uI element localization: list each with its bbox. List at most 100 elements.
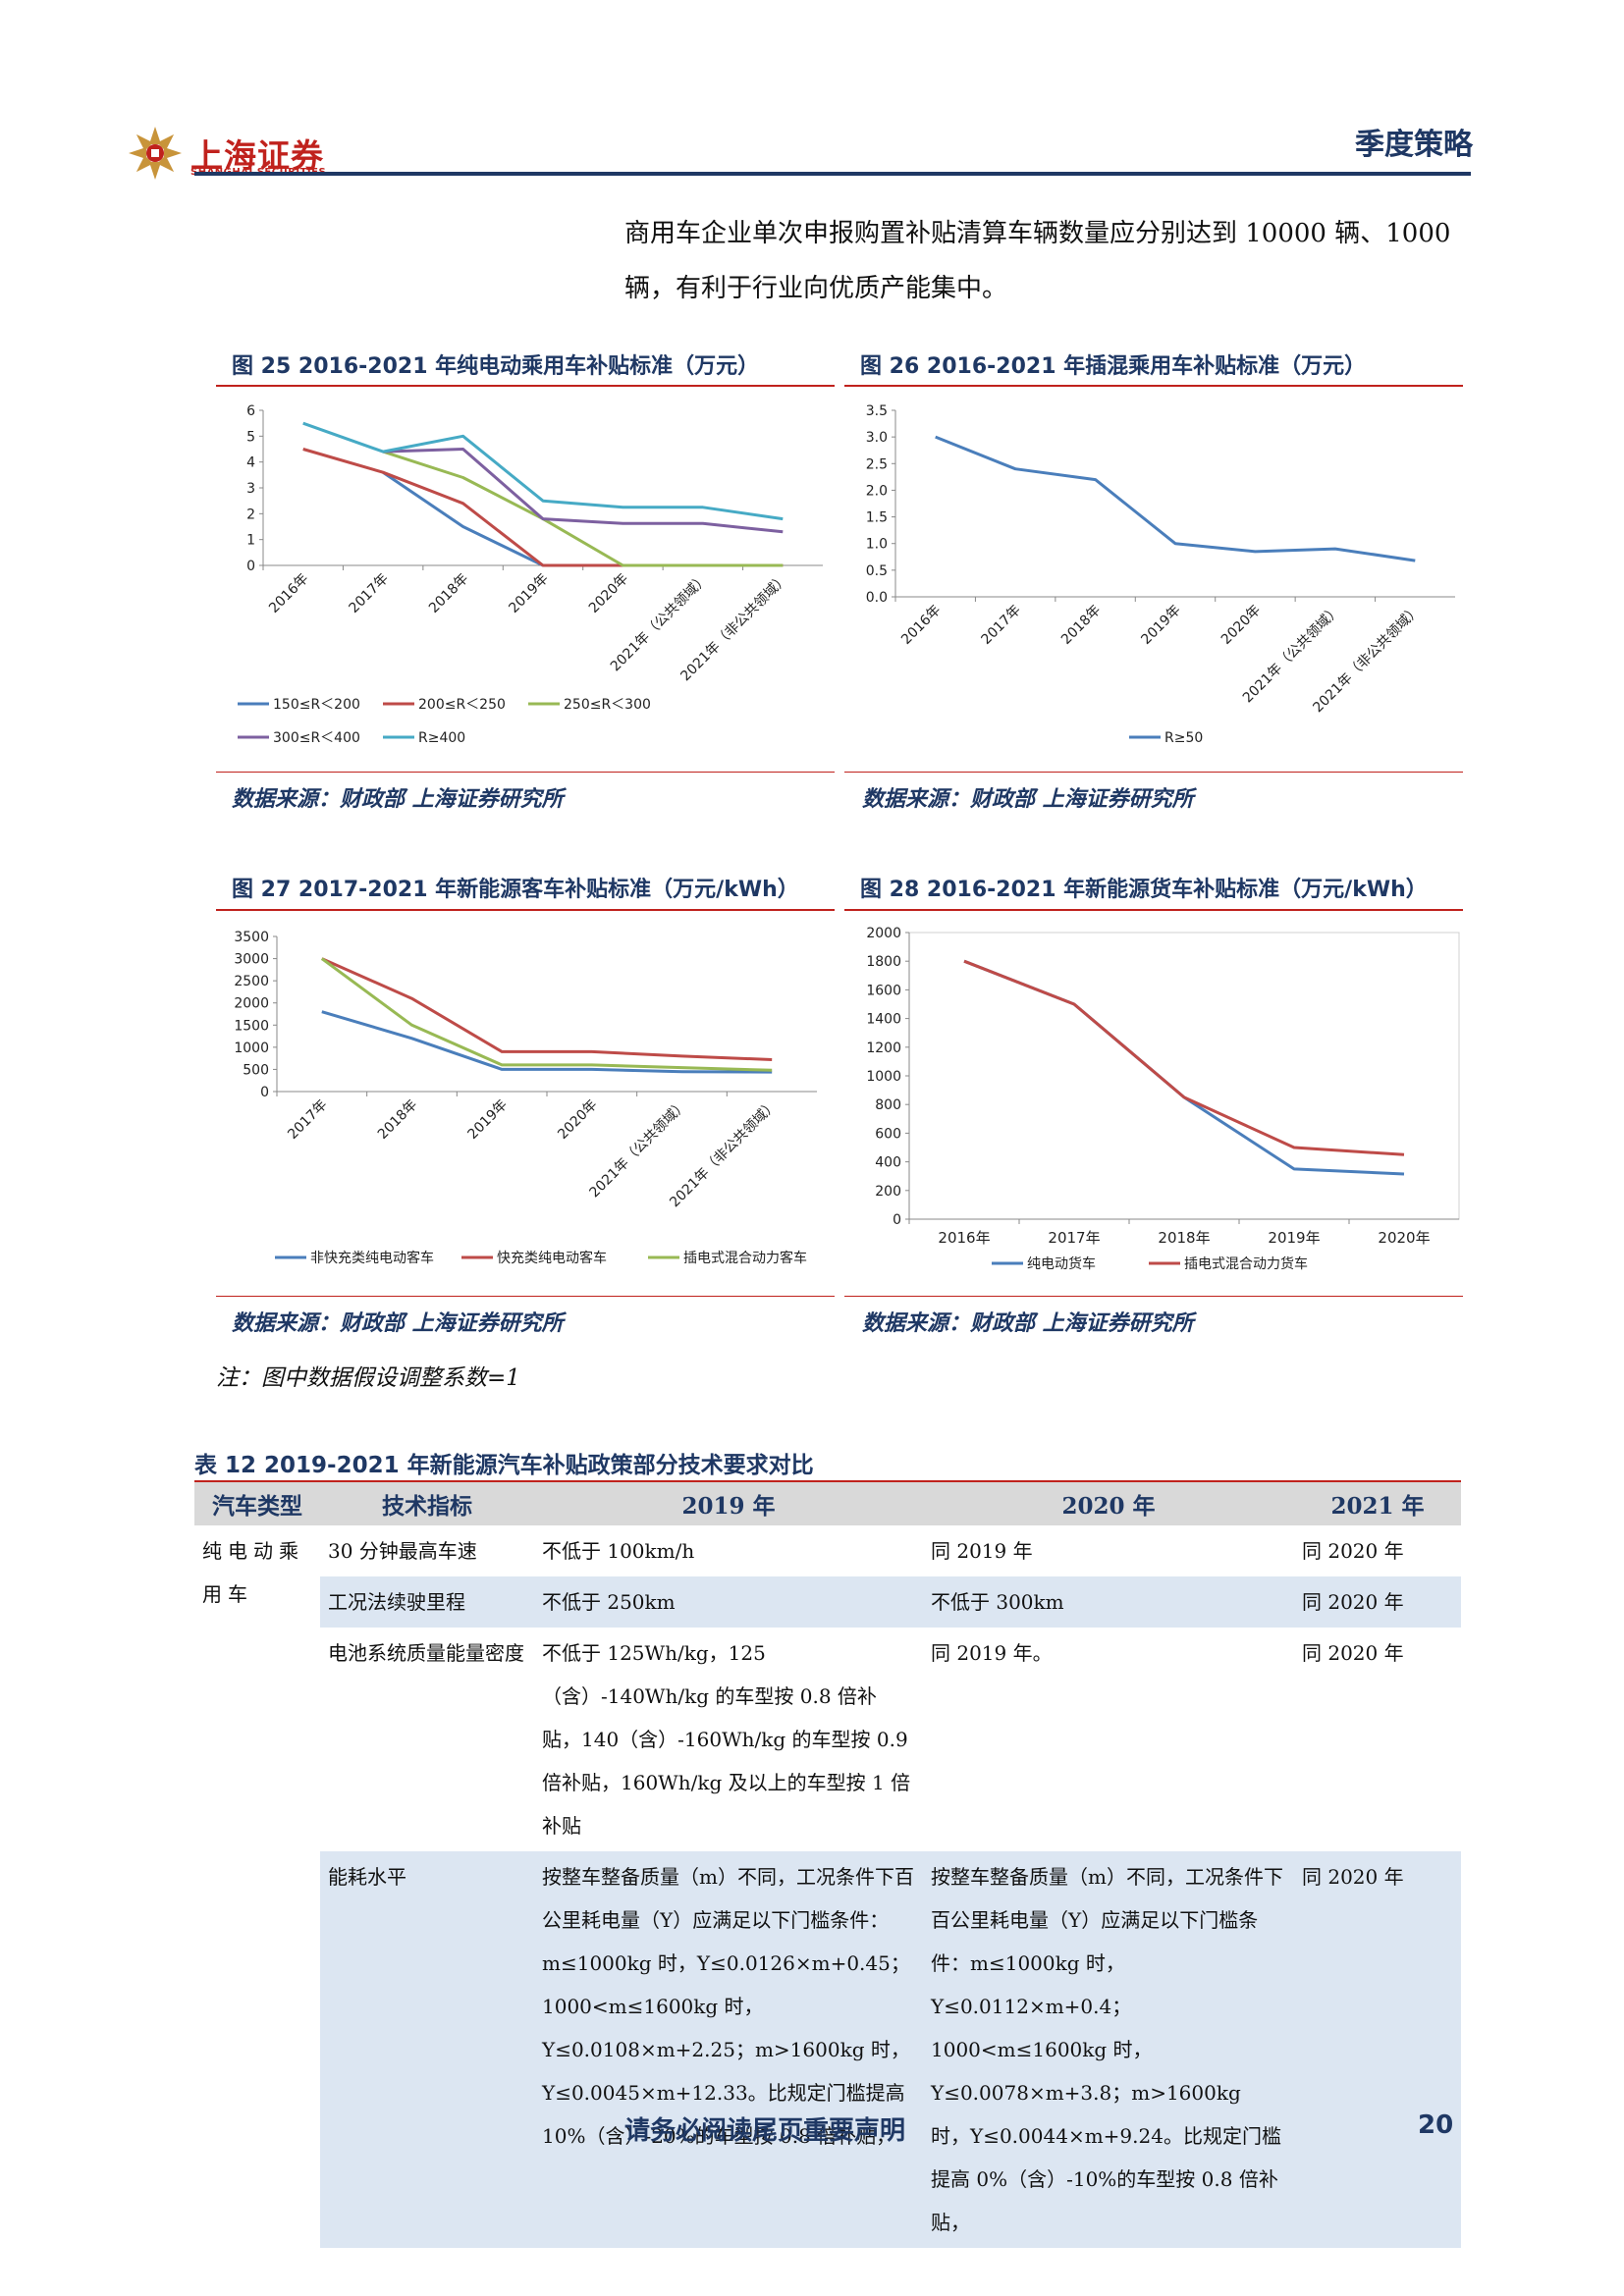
y-tick-label: 1600 [866, 983, 901, 998]
table-header: 2021 年 [1294, 1480, 1461, 1525]
header-rule [194, 172, 1471, 176]
figure-26-bottom-rule [844, 772, 1463, 773]
figure-28-top-rule [844, 909, 1463, 911]
series-line [382, 450, 784, 567]
y-tick-label: 3.5 [866, 403, 888, 419]
series-line [321, 1010, 773, 1074]
figure-27-title: 图 27 2017-2021 年新能源客车补贴标准（万元/kWh） [232, 878, 799, 902]
y-tick-label: 1400 [866, 1012, 901, 1028]
table-header: 2020 年 [923, 1480, 1294, 1525]
x-tick-label: 2017年 [285, 1097, 330, 1143]
figure-25-source: 数据来源：财政部 上海证券研究所 [232, 786, 564, 812]
y-tick-label: 2.0 [866, 483, 888, 499]
table-cell: 同 2020 年 [1294, 1851, 1461, 2248]
x-tick-label: 2018年 [1058, 603, 1104, 648]
y-tick-label: 3.0 [866, 430, 888, 446]
table-cell: 电池系统质量能量密度 [328, 1641, 524, 1665]
y-tick-label: 1500 [234, 1018, 269, 1034]
footer-notice: 请务必阅读尾页重要声明 [624, 2116, 906, 2146]
y-tick-label: 1000 [866, 1069, 901, 1085]
y-tick-label: 4 [246, 455, 255, 471]
table-cell: 同 2020 年 [1302, 1539, 1404, 1563]
x-tick-label: 2019年 [1138, 603, 1183, 648]
vehicle-type-cell: 纯电动乘用车 [202, 1539, 304, 1606]
table-cell: 不低于 300km [923, 1576, 1294, 1628]
figure-28-bottom-rule [844, 1296, 1463, 1297]
table-row: 纯电动乘用车 30 分钟最高车速 不低于 100km/h 同 2019 年 同 … [194, 1525, 1461, 1606]
figure-26-title: 图 26 2016-2021 年插混乘用车补贴标准（万元） [860, 354, 1367, 379]
figure-27-chart: 0 500 1000 1500 2000 2500 3000 3500 2017年 2018年 20… [234, 930, 817, 1266]
x-tick-label: 2017年 [979, 603, 1024, 648]
table-title: 表 12 2019-2021 年新能源汽车补贴政策部分技术要求对比 [194, 1453, 814, 1478]
series-line [302, 421, 784, 521]
x-tick-label: 2019年 [465, 1097, 511, 1143]
x-tick-label: 2020年 [1218, 603, 1264, 648]
figure-27-top-rule [216, 909, 835, 911]
legend-label: 150≤R＜200 [273, 697, 360, 713]
x-tick-label: 2020年 [1378, 1229, 1430, 1247]
x-tick-label: 2020年 [555, 1097, 600, 1143]
figure-28-chart: 0 200 400 600 800 1000 1200 1400 1600 1800 2000 201… [866, 926, 1460, 1272]
table-header: 2019 年 [534, 1480, 923, 1525]
legend-label: 插电式混合动力货车 [1184, 1255, 1308, 1272]
figure-25-title: 图 25 2016-2021 年纯电动乘用车补贴标准（万元） [232, 354, 760, 379]
y-tick-label: 1.0 [866, 537, 888, 553]
y-tick-label: 400 [875, 1155, 901, 1171]
y-tick-label: 2.5 [866, 456, 888, 472]
figure-25-bottom-rule [216, 772, 835, 773]
figure-27-source: 数据来源：财政部 上海证券研究所 [232, 1310, 564, 1336]
legend-label: 插电式混合动力客车 [683, 1250, 807, 1266]
x-tick-label: 2019年 [506, 571, 551, 616]
table-cell: 同 2020 年 [1294, 1576, 1461, 1628]
y-tick-label: 0.0 [866, 590, 888, 606]
y-tick-label: 0 [893, 1212, 901, 1228]
y-tick-label: 2000 [234, 996, 269, 1012]
table-cell: 同 2020 年 [1302, 1641, 1404, 1665]
y-tick-label: 2500 [234, 974, 269, 989]
y-tick-label: 2000 [866, 926, 901, 941]
table-row: 电池系统质量能量密度 不低于 125Wh/kg，125（含）-140Wh/kg … [194, 1628, 1461, 1851]
y-tick-label: 600 [875, 1126, 901, 1142]
logo-text: 上海证券 [190, 136, 324, 175]
table-row: 能耗水平 按整车整备质量（m）不同，工况条件下百公里耗电量（Y）应满足以下门槛条… [194, 1851, 1461, 2248]
y-tick-label: 1200 [866, 1041, 901, 1056]
table-cell: 按整车整备质量（m）不同，工况条件下百公里耗电量（Y）应满足以下门槛条件：m≤1… [923, 1851, 1294, 2248]
table-cell: 同 2019 年。 [931, 1641, 1053, 1665]
y-tick-label: 6 [246, 403, 255, 419]
plot-area [908, 932, 1460, 1220]
table-cell: 30 分钟最高车速 [328, 1539, 477, 1563]
x-tick-label: 2016年 [266, 571, 311, 616]
legend-label: 250≤R＜300 [564, 697, 651, 713]
table-cell: 同 2019 年 [931, 1539, 1033, 1563]
y-tick-label: 200 [875, 1184, 901, 1200]
page-number: 20 [1418, 2110, 1454, 2140]
x-tick-label: 2016年 [898, 603, 944, 648]
legend-label: 200≤R＜250 [418, 697, 506, 713]
y-tick-label: 2 [246, 507, 255, 522]
figure-26-source: 数据来源：财政部 上海证券研究所 [862, 786, 1194, 812]
y-tick-label: 0 [260, 1085, 269, 1100]
series-line [382, 470, 544, 567]
figure-26-top-rule [844, 385, 1463, 387]
table-header: 汽车类型 [194, 1480, 320, 1525]
figure-note: 注：图中数据假设调整系数=1 [216, 1365, 520, 1391]
series-line [935, 435, 1416, 562]
y-tick-label: 3 [246, 481, 255, 497]
subsidy-tech-table: 汽车类型 技术指标 2019 年 2020 年 2021 年 纯电动乘用车 30… [194, 1480, 1461, 2248]
table-header: 技术指标 [320, 1480, 534, 1525]
x-tick-label: 2016年 [938, 1229, 990, 1247]
y-tick-label: 1 [246, 533, 255, 549]
legend-label: R≥400 [418, 730, 465, 746]
legend-label: 快充类纯电动客车 [497, 1250, 607, 1266]
table-cell: 能耗水平 [320, 1851, 534, 2248]
y-tick-label: 1000 [234, 1041, 269, 1056]
figure-28-source: 数据来源：财政部 上海证券研究所 [862, 1310, 1194, 1336]
x-tick-label: 2018年 [426, 571, 471, 616]
series-line [321, 957, 773, 1061]
figure-25-top-rule [216, 385, 835, 387]
table-header-row: 汽车类型 技术指标 2019 年 2020 年 2021 年 [194, 1480, 1461, 1525]
table-cell: 不低于 250km [534, 1576, 923, 1628]
series-line [963, 959, 1405, 1176]
x-tick-label: 2020年 [586, 571, 631, 616]
